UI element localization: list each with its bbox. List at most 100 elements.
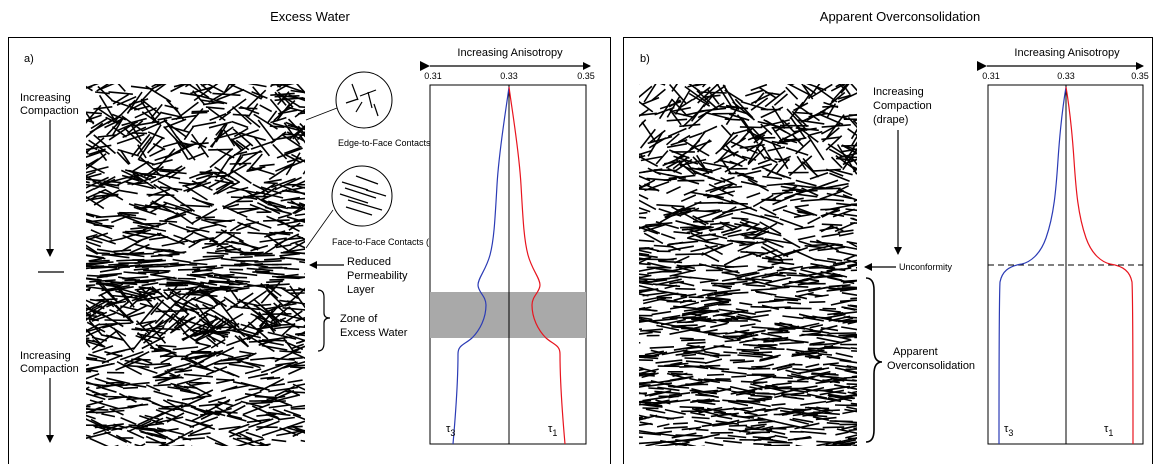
clay-platelet bbox=[658, 98, 674, 120]
clay-platelet bbox=[145, 435, 171, 446]
clay-platelet bbox=[694, 309, 719, 317]
clay-platelet bbox=[168, 222, 191, 232]
clay-platelet bbox=[123, 350, 150, 366]
clay-platelet bbox=[290, 404, 305, 409]
clay-platelet bbox=[86, 166, 109, 174]
clay-platelet bbox=[276, 276, 300, 280]
clay-platelet bbox=[153, 364, 172, 370]
clay-platelet bbox=[690, 329, 708, 334]
clay-platelet bbox=[768, 258, 794, 261]
clay-platelet bbox=[800, 349, 825, 353]
clay-platelet bbox=[679, 158, 707, 167]
clay-platelet bbox=[129, 169, 156, 179]
clay-platelet bbox=[644, 391, 663, 397]
clay-platelet bbox=[116, 151, 130, 165]
clay-platelet bbox=[818, 113, 844, 126]
clay-platelet bbox=[692, 215, 709, 225]
clay-platelet bbox=[290, 238, 305, 245]
clay-platelet bbox=[252, 183, 270, 194]
clay-platelet bbox=[189, 318, 219, 332]
clay-platelet bbox=[117, 212, 137, 217]
clay-platelet bbox=[156, 262, 179, 266]
clay-platelet bbox=[124, 359, 149, 366]
clay-platelet bbox=[285, 121, 302, 130]
clay-platelet bbox=[759, 344, 777, 349]
clay-platelet bbox=[99, 272, 122, 277]
clay-platelet bbox=[639, 436, 643, 439]
clay-platelet bbox=[761, 332, 782, 338]
ff-contacts-platelets bbox=[339, 175, 387, 216]
clay-platelet bbox=[765, 255, 784, 263]
clay-platelet bbox=[86, 313, 92, 317]
clay-platelet bbox=[274, 176, 302, 191]
clay-platelet bbox=[86, 233, 98, 239]
clay-platelet bbox=[189, 416, 219, 429]
clay-platelet bbox=[847, 263, 857, 267]
clay-platelet bbox=[816, 440, 842, 444]
clay-platelet bbox=[657, 386, 680, 392]
clay-platelet bbox=[753, 351, 773, 354]
clay-platelet bbox=[688, 84, 701, 92]
clay-platelet bbox=[235, 279, 250, 283]
clay-platelet bbox=[185, 290, 209, 295]
clay-platelet bbox=[639, 414, 650, 419]
clay-platelet bbox=[155, 371, 170, 379]
clay-platelet bbox=[267, 203, 288, 210]
clay-platelet bbox=[736, 272, 760, 279]
clay-platelet bbox=[667, 174, 686, 179]
clay-platelet bbox=[193, 84, 219, 102]
clay-platelet bbox=[210, 338, 226, 349]
clay-platelet bbox=[219, 285, 245, 290]
clay-platelet bbox=[106, 295, 133, 308]
clay-platelet bbox=[297, 330, 305, 337]
clay-platelet bbox=[736, 310, 756, 315]
clay-fabric-block-b bbox=[639, 84, 857, 446]
clay-platelet bbox=[262, 240, 285, 256]
clay-platelet bbox=[639, 252, 650, 256]
clay-platelet bbox=[278, 84, 305, 93]
clay-platelet bbox=[214, 361, 241, 365]
clay-platelet bbox=[639, 155, 659, 168]
clay-platelet bbox=[224, 84, 236, 93]
clay-platelet bbox=[86, 329, 101, 338]
clay-platelet bbox=[287, 124, 305, 131]
clay-platelet bbox=[265, 288, 284, 306]
clay-platelet bbox=[797, 322, 820, 329]
clay-platelet bbox=[764, 91, 780, 96]
clay-platelet bbox=[170, 382, 189, 390]
clay-platelet bbox=[143, 269, 171, 272]
clay-platelet bbox=[86, 158, 100, 168]
clay-platelet bbox=[299, 134, 305, 144]
zone-line2: Excess Water bbox=[340, 327, 408, 339]
panel-a-heading: Excess Water bbox=[270, 9, 350, 24]
clay-platelet bbox=[162, 140, 183, 148]
clay-platelet bbox=[86, 314, 97, 317]
clay-platelet bbox=[807, 216, 821, 225]
clay-platelet bbox=[827, 333, 851, 341]
clay-platelet bbox=[214, 179, 237, 185]
clay-platelet bbox=[664, 362, 689, 367]
clay-platelet bbox=[736, 114, 755, 137]
clay-platelet bbox=[690, 244, 718, 253]
clay-platelet bbox=[187, 432, 211, 437]
clay-platelet bbox=[697, 378, 721, 384]
clay-platelet bbox=[673, 437, 697, 443]
clay-platelet bbox=[153, 390, 173, 398]
clay-platelet bbox=[86, 356, 98, 360]
clay-platelet bbox=[86, 244, 98, 254]
clay-platelet bbox=[282, 360, 305, 369]
clay-platelet bbox=[201, 243, 218, 249]
clay-platelet bbox=[780, 407, 805, 413]
clay-platelet bbox=[86, 84, 99, 89]
compaction-bottom-line1: Increasing bbox=[20, 350, 71, 362]
clay-platelet bbox=[775, 157, 791, 175]
clay-platelet bbox=[715, 312, 733, 317]
clay-platelet bbox=[851, 375, 857, 378]
clay-platelet bbox=[166, 208, 193, 220]
clay-platelet bbox=[829, 319, 854, 323]
clay-platelet bbox=[86, 405, 91, 408]
clay-platelet bbox=[795, 139, 811, 155]
clay-platelet bbox=[267, 285, 282, 297]
clay-platelet bbox=[668, 394, 683, 399]
clay-platelet bbox=[639, 100, 654, 113]
